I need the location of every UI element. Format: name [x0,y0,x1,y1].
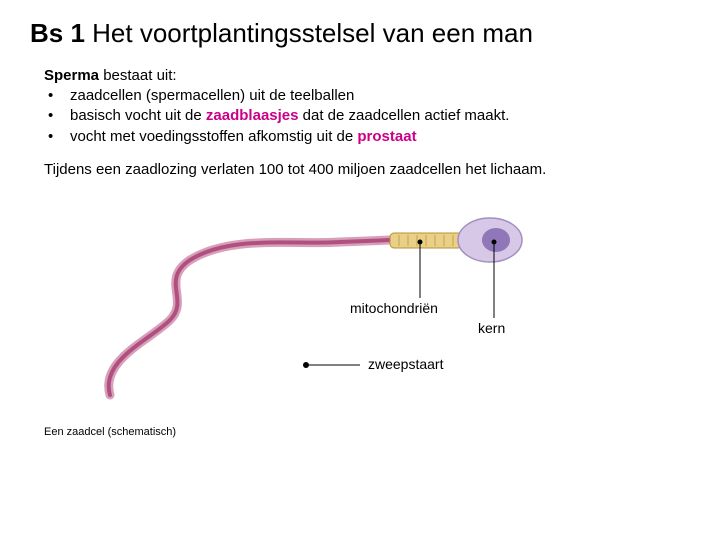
list-item: zaadcellen (spermacellen) uit de teelbal… [44,86,690,106]
title-rest: Het voortplantingsstelsel van een man [85,18,533,48]
bullet-after: dat de zaadcellen actief maakt. [298,107,509,124]
bullet-list: zaadcellen (spermacellen) uit de teelbal… [44,86,690,147]
bullet-text: zaadcellen (spermacellen) uit de teelbal… [70,87,354,104]
bullet-highlight: prostaat [357,128,416,145]
paragraph: Tijdens een zaadlozing verlaten 100 tot … [44,161,690,178]
bullet-highlight: zaadblaasjes [206,107,299,124]
list-item: vocht met voedingsstoffen afkomstig uit … [44,127,690,147]
label-tail: zweepstaart [368,356,443,372]
title-prefix: Bs 1 [30,18,85,48]
label-mitochondria: mitochondriën [350,300,438,316]
page-title: Bs 1 Het voortplantingsstelsel van een m… [30,18,690,49]
bullet-text: basisch vocht uit de [70,107,206,124]
label-nucleus: kern [478,320,505,336]
bullet-text: vocht met voedingsstoffen afkomstig uit … [70,128,357,145]
list-item: basisch vocht uit de zaadblaasjes dat de… [44,106,690,126]
sperm-svg [90,190,590,420]
intro-rest: bestaat uit: [99,67,177,84]
intro-line: Sperma bestaat uit: [44,67,690,84]
diagram-caption: Een zaadcel (schematisch) [44,426,690,438]
intro-strong: Sperma [44,67,99,84]
sperm-diagram: mitochondriën kern zweepstaart [90,190,590,420]
